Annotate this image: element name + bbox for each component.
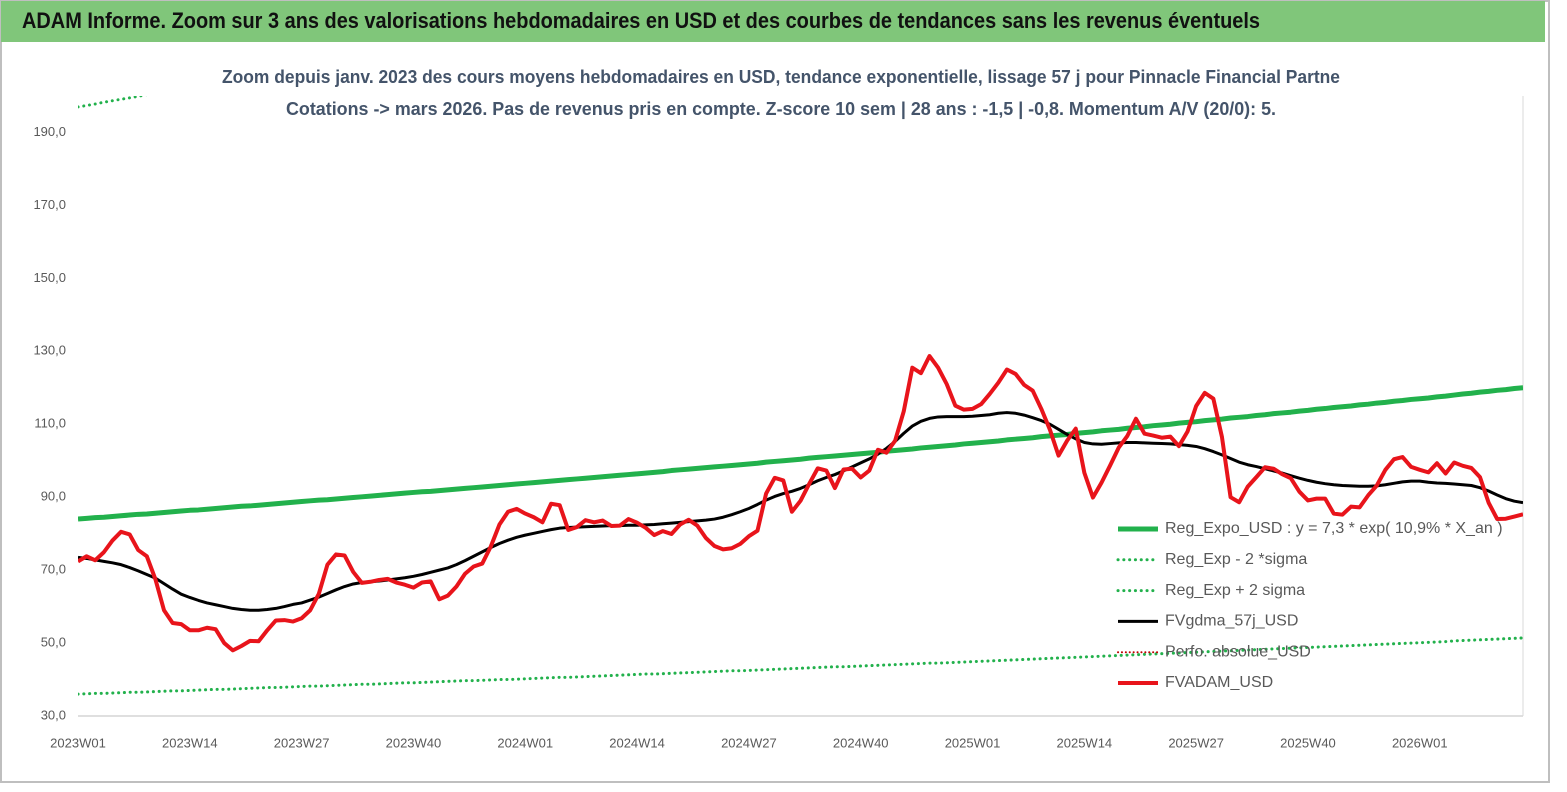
x-tick-label: 2025W01 [945,735,1001,750]
y-tick-label: 50,0 [41,634,66,649]
x-tick-label: 2023W01 [50,735,106,750]
series-line [78,354,1523,653]
x-tick-label: 2024W40 [833,735,889,750]
y-tick-label: 150,0 [33,270,66,285]
series-line [78,636,1523,696]
chart-title: ADAM Informe. Zoom sur 3 ans des valoris… [22,8,1260,33]
y-tick-label: 30,0 [41,707,66,722]
x-tick-label: 2023W14 [162,735,218,750]
plot-area [78,96,1523,696]
chart-frame [0,0,1550,783]
chart-subtitle: Cotations -> mars 2026. Pas de revenus p… [286,99,1276,119]
x-tick-label: 2023W27 [274,735,330,750]
subtitle-box [217,60,1345,126]
y-tick-label: 170,0 [33,197,66,212]
x-tick-label: 2025W14 [1057,735,1113,750]
legend-label: Reg_Expo_USD : y = 7,3 * exp( 10,9% * X_… [1165,520,1503,537]
legend-label: FVADAM_USD [1165,674,1273,691]
chart-subtitle: Zoom depuis janv. 2023 des cours moyens … [222,67,1340,87]
x-tick-label: 2026W01 [1392,735,1448,750]
legend-label: Reg_Exp + 2 sigma [1165,582,1305,599]
legend-label: FVgdma_57j_USD [1165,613,1298,630]
y-tick-label: 130,0 [33,343,66,358]
x-tick-label: 2025W40 [1280,735,1336,750]
y-tick-label: 70,0 [41,562,66,577]
legend-label: Perfo. absolue_USD [1165,643,1311,660]
y-tick-label: 110,0 [34,416,66,431]
legend-label: Reg_Exp - 2 *sigma [1165,551,1307,568]
x-tick-label: 2025W27 [1168,735,1224,750]
x-tick-label: 2024W14 [609,735,665,750]
series-line [78,385,1523,522]
x-tick-label: 2023W40 [386,735,442,750]
y-tick-label: 90,0 [41,489,66,504]
x-tick-label: 2024W27 [721,735,777,750]
x-tick-label: 2024W01 [497,735,553,750]
y-tick-label: 190,0 [33,124,66,139]
header-bar [1,1,1545,42]
